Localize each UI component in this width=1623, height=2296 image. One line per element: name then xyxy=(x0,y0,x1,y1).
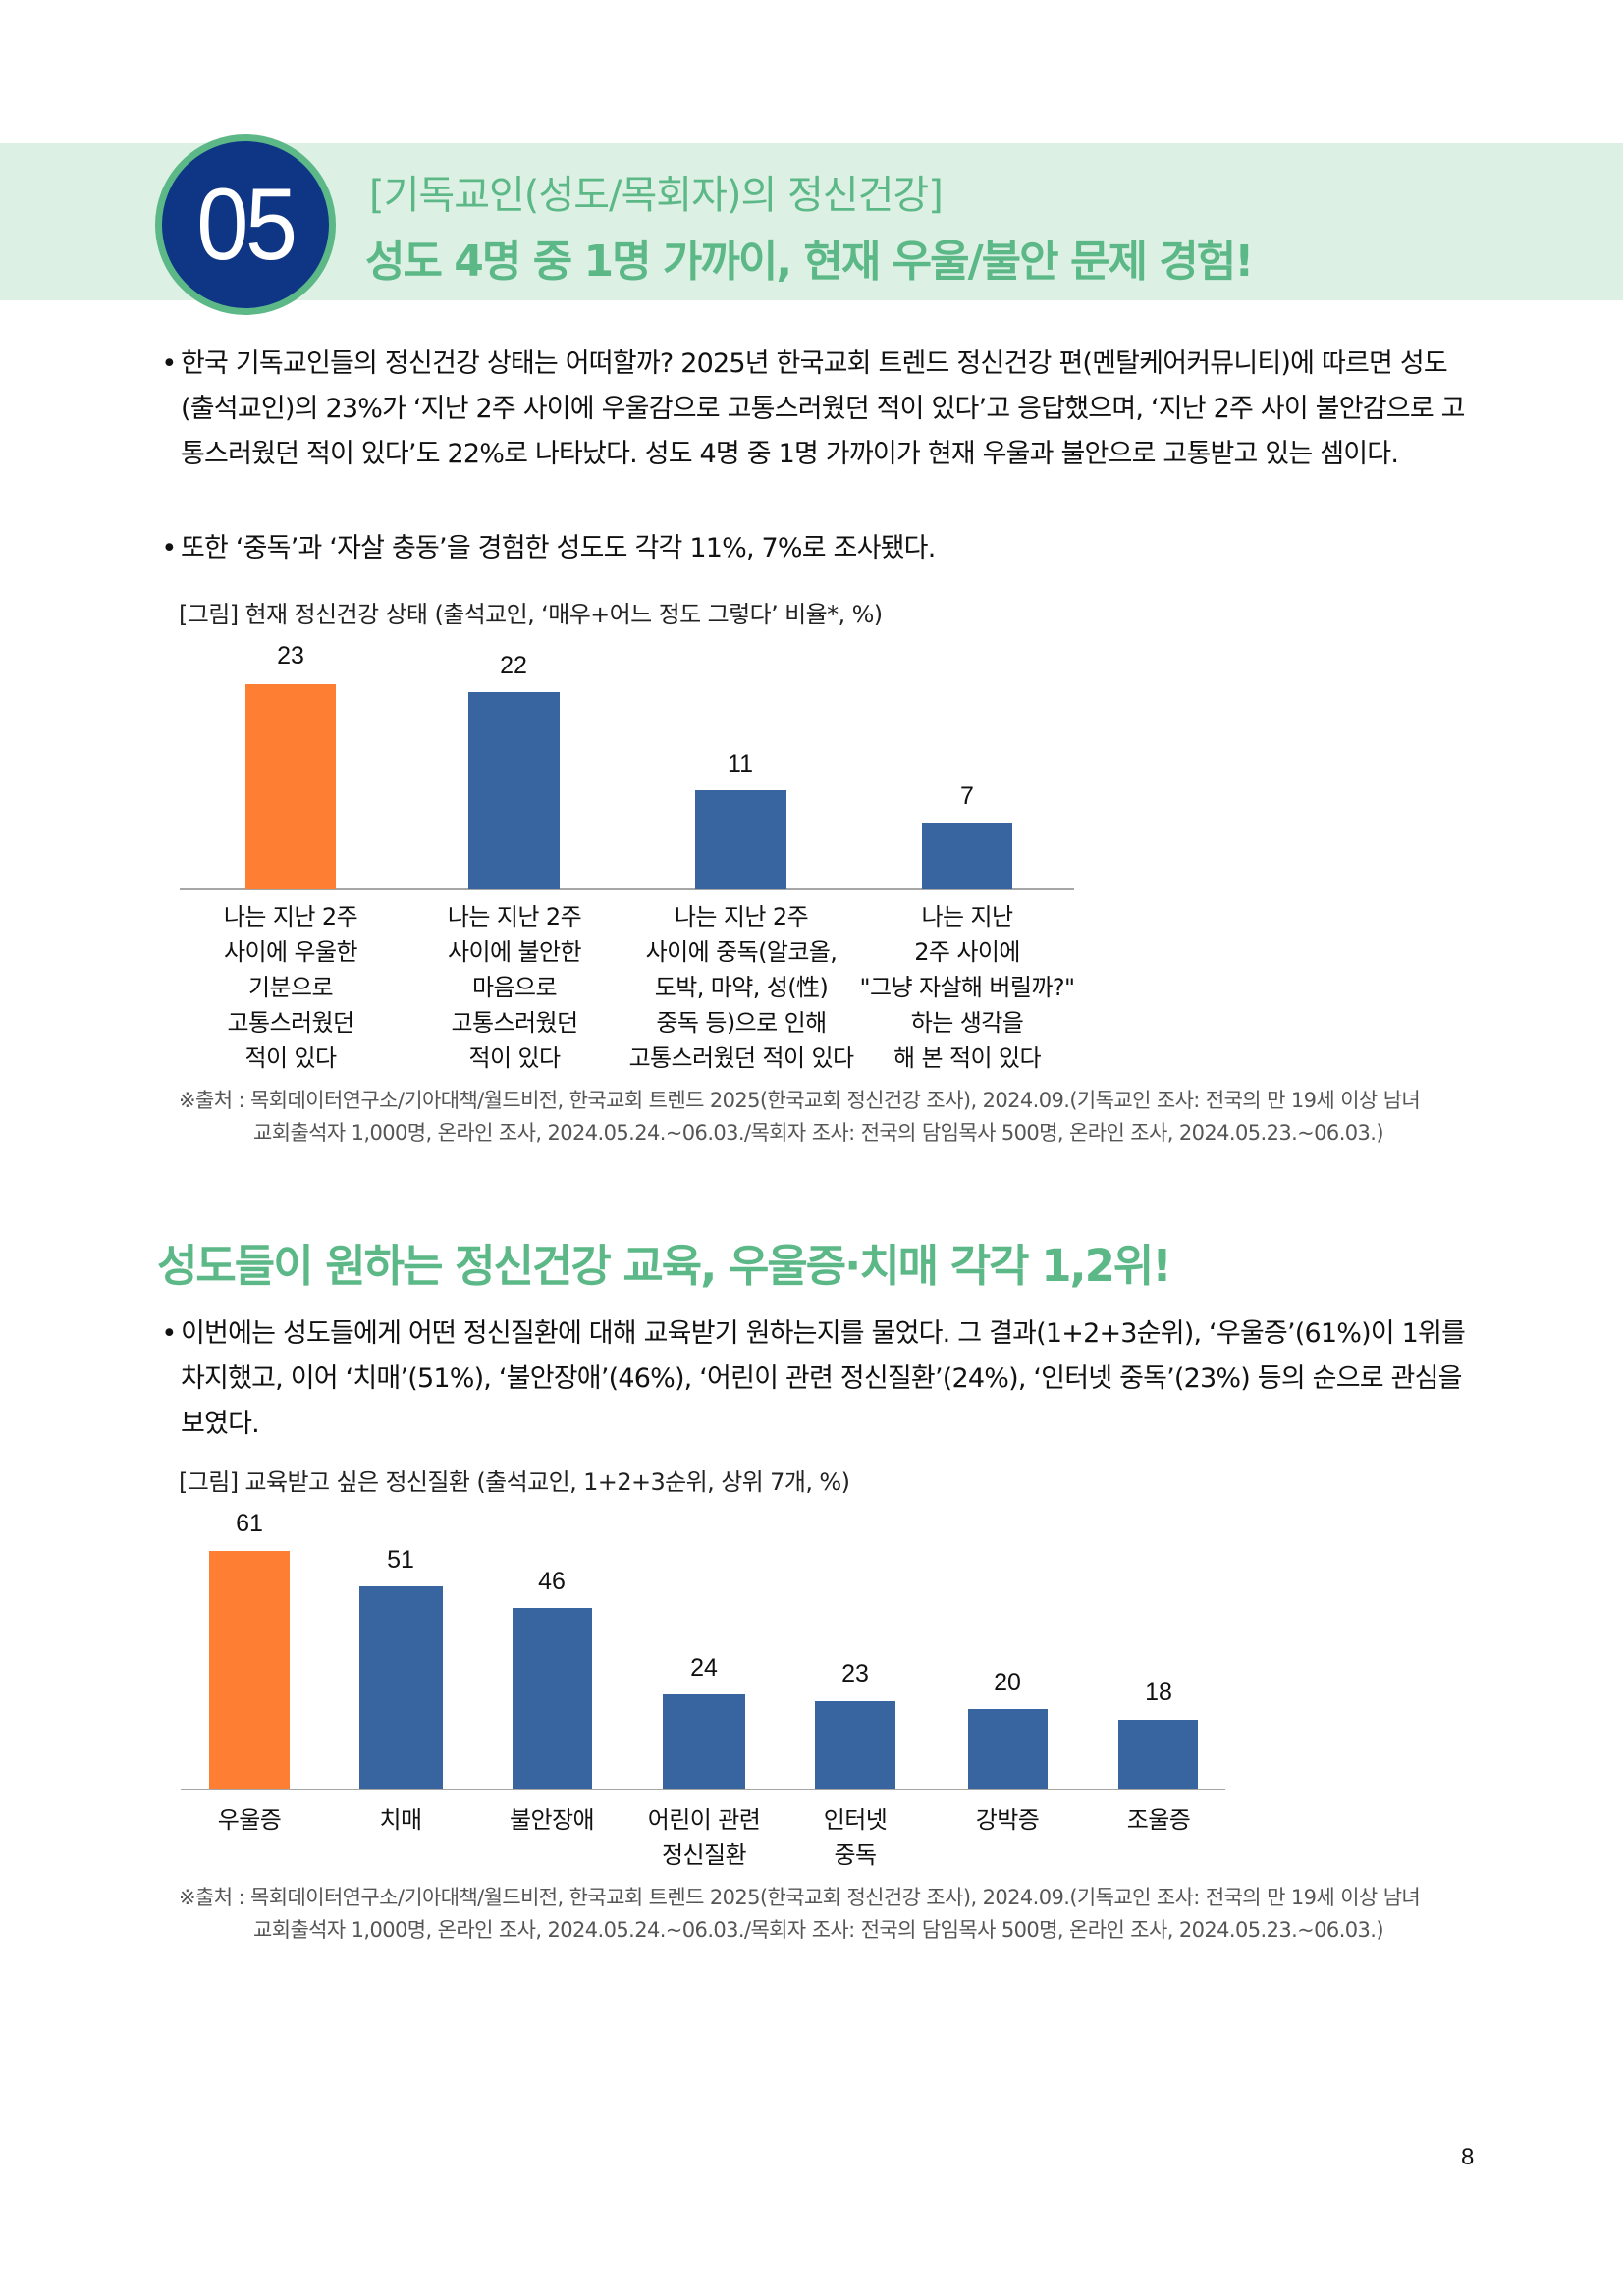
bar-value-label: 11 xyxy=(728,750,753,777)
bullet-icon: • xyxy=(161,1318,177,1349)
bar-value-label: 51 xyxy=(387,1546,414,1574)
category-label: 강박증 xyxy=(975,1806,1040,1834)
bullet-paragraph: • 또한 ‘중독’과 ‘자살 충동’을 경험한 성도도 각각 11%, 7%로 … xyxy=(157,526,1478,571)
category-label: 불안장애 xyxy=(510,1806,595,1834)
category-label: 나는 지난 2주 사이에 "그냥 자살해 버릴까?" 하는 생각을 해 본 적이… xyxy=(859,903,1076,1072)
bar-value-label: 20 xyxy=(994,1669,1021,1696)
bullet-icon: • xyxy=(161,348,177,379)
chart-bar xyxy=(209,1551,290,1789)
source-line: ※출처 : 목회데이터연구소/기아대책/월드비전, 한국교회 트렌드 2025(… xyxy=(179,1089,1421,1112)
paragraph-text: 이번에는 성도들에게 어떤 정신질환에 대해 교육받기 원하는지를 물었다. 그… xyxy=(181,1318,1466,1439)
bar-value-label: 22 xyxy=(500,652,527,679)
chart-bar xyxy=(359,1586,443,1789)
category-label: 조울증 xyxy=(1126,1806,1191,1834)
category-label: 나는 지난 2주 사이에 우울한 기분으로 고통스러웠던 적이 있다 xyxy=(223,903,358,1072)
chart-bar xyxy=(663,1694,745,1789)
figure-caption: [그림] 교육받고 싶은 정신질환 (출석교인, 1+2+3순위, 상위 7개,… xyxy=(179,1468,850,1496)
source-line: 교회출석자 1,000명, 온라인 조사, 2024.05.24.~06.03.… xyxy=(253,1918,1384,1942)
bullet-icon: • xyxy=(161,533,177,563)
source-line: 교회출석자 1,000명, 온라인 조사, 2024.05.24.~06.03.… xyxy=(253,1121,1384,1145)
chart-bar xyxy=(513,1608,592,1789)
bar-value-label: 46 xyxy=(538,1568,566,1595)
page-number: 8 xyxy=(1461,2144,1475,2170)
category-label: 나는 지난 2주 사이에 불안한 마음으로 고통스러웠던 적이 있다 xyxy=(447,903,582,1072)
chart-bar xyxy=(245,684,336,889)
bar-value-label: 18 xyxy=(1145,1679,1172,1706)
x-axis-line xyxy=(180,888,1074,890)
header-title: 성도 4명 중 1명 가까이, 현재 우울/불안 문제 경험! xyxy=(365,237,1254,287)
section-number-badge: 05 xyxy=(155,134,336,315)
source-line: ※출처 : 목회데이터연구소/기아대책/월드비전, 한국교회 트렌드 2025(… xyxy=(179,1886,1421,1909)
section-title: 성도들이 원하는 정신건강 교육, 우울증·치매 각각 1,2위! xyxy=(157,1240,1172,1292)
source-note: ※출처 : 목회데이터연구소/기아대책/월드비전, 한국교회 트렌드 2025(… xyxy=(179,1882,1421,1947)
category-label: 나는 지난 2주 사이에 중독(알코올, 도박, 마약, 성(性) 중독 등)으… xyxy=(628,903,854,1072)
figure-caption: [그림] 현재 정신건강 상태 (출석교인, ‘매우+어느 정도 그렇다’ 비율… xyxy=(179,601,883,628)
bar-value-label: 61 xyxy=(236,1510,263,1537)
paragraph-text: 또한 ‘중독’과 ‘자살 충동’을 경험한 성도도 각각 11%, 7%로 조사… xyxy=(181,533,936,563)
bar-value-label: 23 xyxy=(277,642,304,669)
chart-bar xyxy=(695,790,786,889)
bar-value-label: 7 xyxy=(960,782,974,810)
category-label: 인터넷 중독 xyxy=(823,1806,888,1869)
chart-bar xyxy=(815,1701,895,1789)
badge-number: 05 xyxy=(196,168,298,282)
bar-value-label: 23 xyxy=(841,1660,869,1687)
header-subtitle: [기독교인(성도/목회자)의 정신건강] xyxy=(369,173,944,218)
source-note: ※출처 : 목회데이터연구소/기아대책/월드비전, 한국교회 트렌드 2025(… xyxy=(179,1085,1421,1149)
category-label: 우울증 xyxy=(217,1806,282,1834)
chart-bar xyxy=(968,1709,1048,1789)
chart-bar xyxy=(1118,1720,1198,1789)
paragraph-text: 한국 기독교인들의 정신건강 상태는 어떠할까? 2025년 한국교회 트렌드 … xyxy=(181,348,1465,469)
chart-bar xyxy=(468,692,560,889)
category-label: 치매 xyxy=(379,1806,423,1834)
chart-bar xyxy=(922,823,1012,889)
category-label: 어린이 관련 정신질환 xyxy=(647,1806,761,1869)
bar-value-label: 24 xyxy=(690,1654,718,1682)
bullet-paragraph: • 한국 기독교인들의 정신건강 상태는 어떠할까? 2025년 한국교회 트렌… xyxy=(157,342,1478,477)
x-axis-line xyxy=(181,1789,1225,1790)
bullet-paragraph: • 이번에는 성도들에게 어떤 정신질환에 대해 교육받기 원하는지를 물었다.… xyxy=(157,1311,1478,1447)
